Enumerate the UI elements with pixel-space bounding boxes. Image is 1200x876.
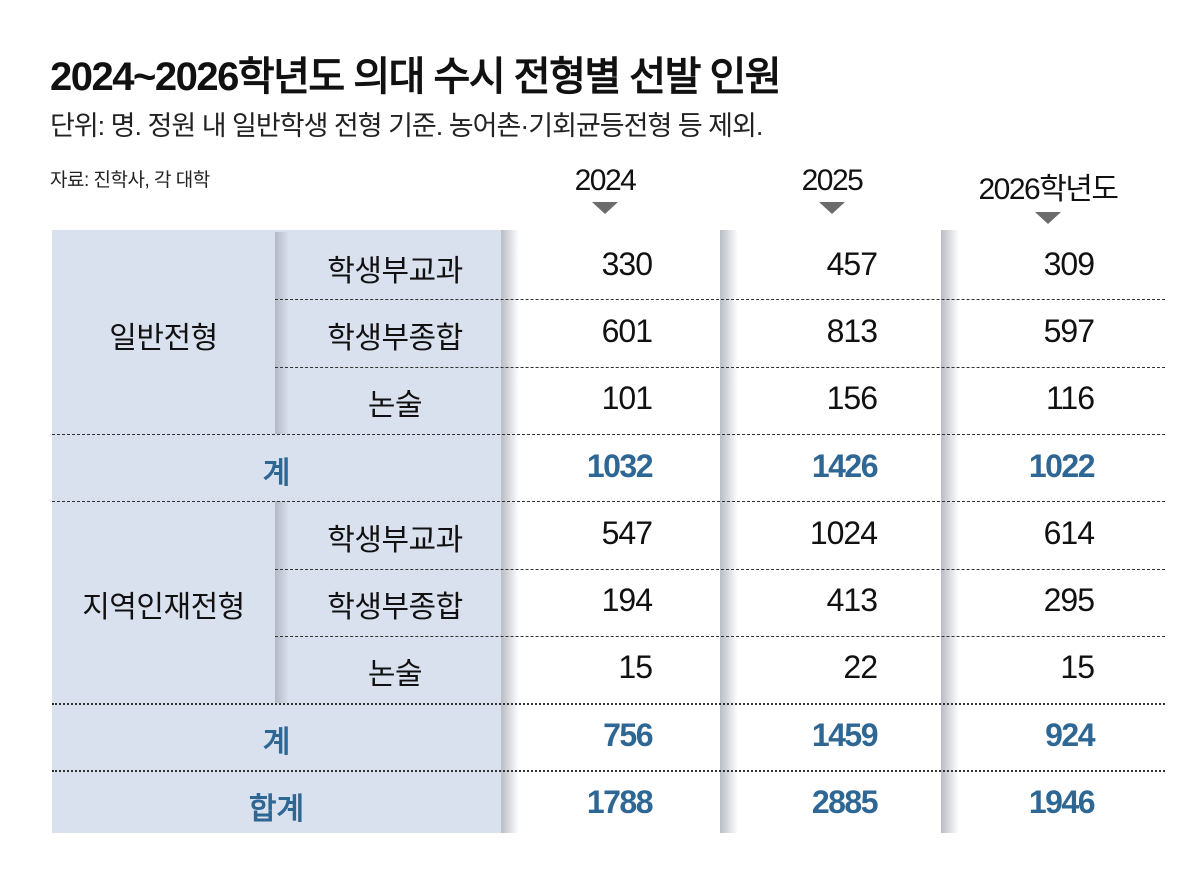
data-cell: 295 — [1043, 582, 1095, 619]
chart-title: 2024~2026학년도 의대 수시 전형별 선발 인원 — [50, 55, 782, 99]
subtotal-cell: 756 — [603, 716, 653, 753]
data-cell: 1024 — [809, 514, 878, 551]
data-cell: 813 — [826, 312, 878, 349]
data-cell: 156 — [826, 380, 878, 417]
subcolumn-shadow — [275, 232, 289, 434]
data-cell: 309 — [1043, 245, 1095, 282]
column-header-label: 2024 — [574, 164, 637, 197]
subtotal-cell: 924 — [1045, 716, 1095, 753]
data-cell: 413 — [826, 582, 878, 619]
row-divider — [275, 568, 1165, 570]
data-cell: 101 — [601, 380, 653, 417]
subtotal-label: 계 — [262, 725, 291, 759]
subtotal-label: 계 — [262, 456, 291, 490]
subtotal-cell: 1032 — [586, 447, 654, 484]
chart-subtitle: 단위: 명. 정원 내 일반학생 전형 기준. 농어촌·기회균등전형 등 제외. — [50, 111, 763, 141]
group-label: 지역인재전형 — [82, 591, 245, 625]
down-arrow-icon — [1035, 212, 1061, 224]
row-divider — [275, 299, 1165, 301]
row-divider — [52, 770, 1165, 773]
group-label: 일반전형 — [109, 321, 218, 355]
row-divider — [275, 635, 1165, 637]
data-cell: 547 — [601, 514, 653, 551]
data-cell: 194 — [601, 582, 653, 619]
column-header: 2025 — [722, 164, 942, 214]
subtotal-cell: 1426 — [811, 447, 879, 484]
column-header-label: 2026학년도 — [978, 173, 1119, 206]
data-cell: 597 — [1043, 312, 1095, 349]
subcolumn-shadow — [275, 501, 289, 704]
grand-total-cell: 2885 — [811, 784, 879, 821]
row-divider — [52, 433, 1165, 435]
data-cell: 601 — [601, 312, 653, 349]
data-cell: 116 — [1045, 380, 1095, 417]
down-arrow-icon — [592, 202, 618, 214]
data-cell: 15 — [1060, 649, 1095, 686]
column-shadow — [941, 230, 959, 833]
row-divider — [275, 366, 1165, 368]
subtotal-cell: 1022 — [1028, 447, 1096, 484]
row-label: 학생부종합 — [327, 321, 463, 355]
column-header: 2024 — [495, 164, 715, 214]
row-label: 학생부교과 — [327, 254, 463, 288]
column-shadow — [720, 230, 738, 833]
row-divider — [52, 703, 1165, 706]
grand-total-cell: 1788 — [586, 784, 654, 821]
row-label: 논술 — [367, 389, 423, 423]
down-arrow-icon — [819, 202, 845, 214]
row-label: 학생부교과 — [327, 523, 463, 557]
data-cell: 614 — [1043, 514, 1095, 551]
source-note: 자료: 진학사, 각 대학 — [50, 170, 210, 191]
row-divider — [52, 501, 1165, 503]
subtotal-cell: 1459 — [811, 716, 879, 753]
column-header-label: 2025 — [801, 164, 864, 197]
grand-total-label: 합계 — [248, 793, 305, 827]
column-header: 2026학년도 — [938, 164, 1158, 224]
data-cell: 457 — [826, 245, 878, 282]
data-cell: 330 — [601, 245, 653, 282]
grand-total-cell: 1946 — [1028, 784, 1096, 821]
data-cell: 15 — [618, 649, 653, 686]
data-cell: 22 — [843, 649, 878, 686]
row-label: 학생부종합 — [327, 591, 463, 625]
row-label: 논술 — [367, 658, 423, 692]
column-shadow — [501, 230, 519, 833]
